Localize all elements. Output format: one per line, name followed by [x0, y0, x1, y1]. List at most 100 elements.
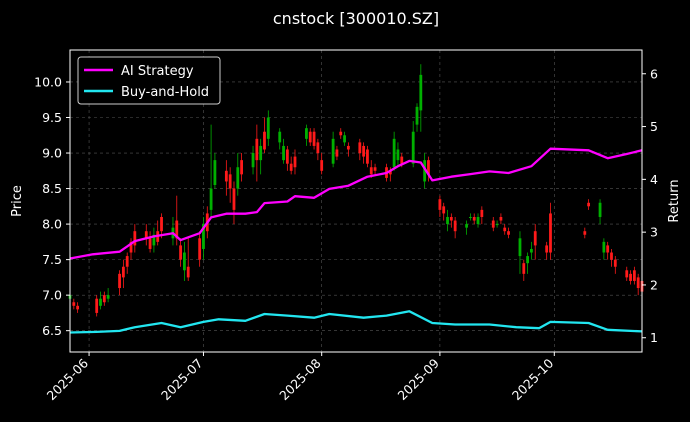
candle-body: [102, 295, 106, 303]
candle-body: [175, 220, 179, 239]
candle-body: [503, 227, 507, 232]
candle-body: [133, 231, 137, 246]
candle-body: [625, 270, 629, 278]
left-y-tick-label: 8.5: [42, 181, 62, 196]
candle-body: [259, 145, 263, 161]
candle-body: [263, 131, 266, 150]
candle-body: [632, 270, 636, 281]
candle-body: [587, 202, 591, 207]
candle-body: [366, 149, 369, 164]
candle-body: [396, 149, 400, 161]
candle-body: [236, 167, 240, 189]
left-y-tick-label: 8.0: [42, 217, 62, 232]
candle-body: [106, 295, 110, 299]
candle-body: [335, 149, 339, 157]
candle-body: [305, 128, 308, 139]
left-axis-title: Price: [10, 185, 25, 217]
candle-body: [293, 156, 297, 168]
candle-body: [316, 142, 320, 154]
legend-label-ai-strategy: AI Strategy: [121, 64, 194, 79]
right-y-tick-label: 2: [650, 277, 658, 292]
candle-body: [449, 216, 453, 221]
candle-body: [522, 263, 526, 274]
left-y-tick-label: 9.0: [42, 146, 62, 161]
candle-body: [362, 145, 366, 157]
candle-body: [129, 241, 133, 253]
candle-body: [282, 145, 285, 161]
candle-body: [629, 273, 632, 281]
candle-body: [606, 245, 610, 253]
candle-body: [255, 138, 259, 161]
candle-body: [518, 238, 522, 257]
candle-body: [411, 131, 415, 164]
legend-frame: [77, 56, 221, 105]
right-axis-title: Return: [667, 179, 682, 222]
candle-body: [76, 305, 80, 310]
candle-body: [602, 241, 606, 253]
candle-body: [308, 131, 312, 143]
candle-body: [240, 160, 243, 175]
candle-body: [530, 248, 533, 253]
candle-body: [583, 231, 587, 235]
candle-body: [213, 160, 217, 186]
candle-body: [469, 216, 472, 218]
candle-body: [400, 156, 404, 164]
candle-body: [446, 216, 449, 225]
candle-body: [228, 174, 232, 189]
candle-body: [198, 238, 202, 260]
legend-label-buy-and-hold: Buy-and-Hold: [121, 85, 209, 100]
candle-body: [526, 256, 529, 264]
candle-body: [251, 153, 255, 168]
candle-body: [312, 131, 316, 146]
right-y-tick-label: 6: [650, 66, 658, 81]
candle-body: [419, 74, 423, 111]
plot-frame: [69, 49, 643, 353]
candle-body: [636, 277, 640, 289]
candle-body: [388, 170, 392, 175]
candle-body: [472, 216, 476, 221]
candle-body: [289, 163, 293, 171]
candle-body: [183, 252, 186, 271]
candle-body: [545, 245, 549, 253]
candle-body: [278, 131, 282, 143]
candle-body: [320, 160, 324, 171]
chart-title: cnstock [300010.SZ]: [273, 9, 439, 28]
series-line-ai-strategy: [69, 147, 643, 260]
left-y-tick-label: 9.5: [42, 110, 62, 125]
candle-body: [125, 256, 129, 267]
candle-body: [480, 209, 484, 217]
candle-body: [415, 106, 419, 125]
candle-body: [491, 220, 495, 228]
candle-body: [358, 142, 362, 154]
candle-body: [613, 259, 617, 267]
candle-body: [148, 238, 152, 249]
right-y-tick-label: 3: [650, 225, 658, 240]
candle-body: [476, 216, 480, 225]
left-y-tick-label: 10.0: [34, 74, 62, 89]
candle-body: [427, 160, 430, 175]
candle-body: [339, 131, 343, 136]
candle-body: [465, 224, 468, 228]
left-y-tick-label: 6.5: [42, 323, 62, 338]
candle-body: [285, 149, 289, 164]
candle-body: [232, 188, 236, 210]
return-lines-layer: [69, 147, 643, 334]
candle-body: [266, 117, 270, 139]
candle-body: [152, 234, 156, 246]
series-line-buy-and-hold: [69, 310, 643, 334]
right-y-tick-label: 1: [650, 330, 658, 345]
candle-body: [99, 298, 102, 306]
candle-body: [549, 213, 552, 253]
candle-body: [331, 138, 335, 164]
candle-body: [186, 266, 190, 278]
candle-body: [438, 199, 442, 210]
candle-body: [453, 220, 457, 232]
left-y-tick-label: 7.5: [42, 252, 62, 267]
candle-body: [610, 252, 613, 260]
legend: AI Strategy Buy-and-Hold: [77, 56, 221, 105]
candle-body: [507, 231, 510, 235]
candle-body: [95, 298, 99, 313]
candle-body: [533, 231, 537, 246]
